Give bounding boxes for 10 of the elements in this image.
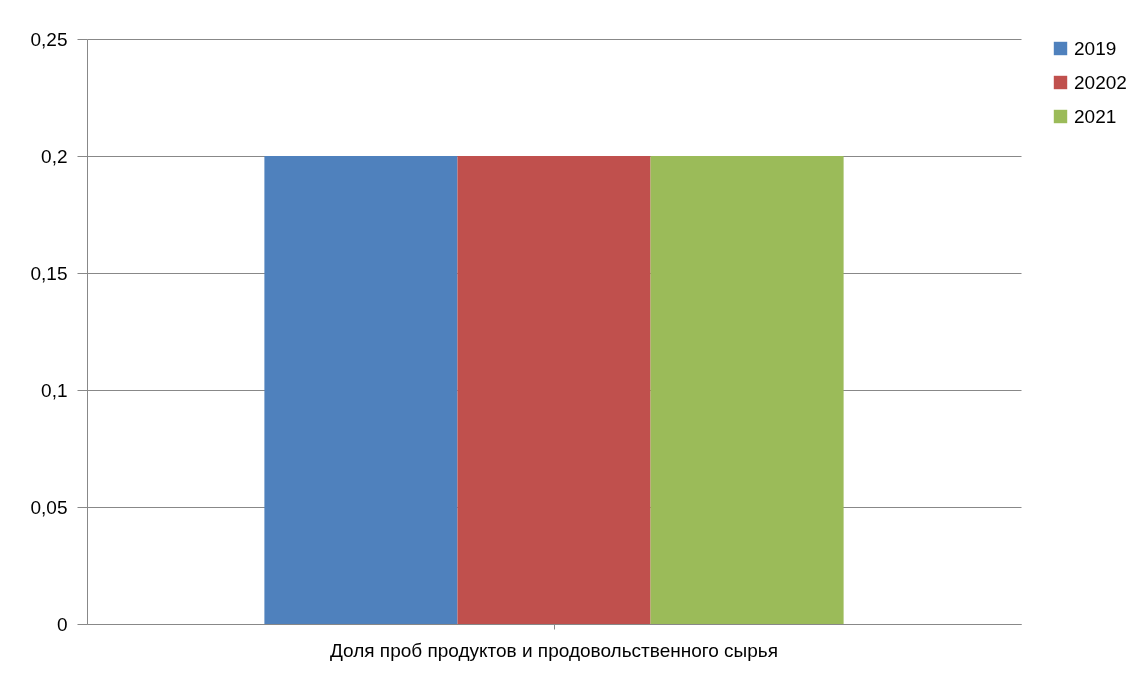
- x-tick-label: Доля проб продуктов и продовольственного сырья: [329, 639, 779, 661]
- y-tick-label: 0: [56, 613, 68, 635]
- y-tick-label: 0,15: [30, 262, 68, 284]
- y-tick-label: 0,25: [30, 28, 68, 50]
- legend-label: 20202: [1074, 71, 1127, 93]
- y-tick-label: 0,05: [30, 496, 68, 518]
- legend-label: 2021: [1074, 105, 1117, 127]
- y-tick-label: 0,1: [41, 379, 68, 401]
- y-tick-label: 0,2: [41, 145, 68, 167]
- legend-label: 2019: [1074, 37, 1117, 59]
